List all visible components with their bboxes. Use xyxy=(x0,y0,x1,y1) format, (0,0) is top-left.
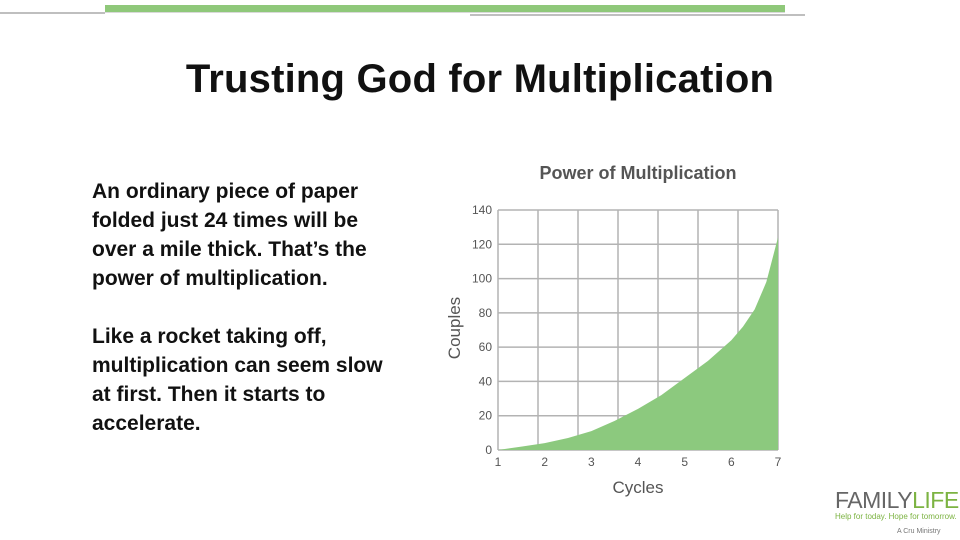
top-thin-rule xyxy=(105,12,785,13)
y-tick-label: 0 xyxy=(485,443,492,457)
paragraph-paper-fold: An ordinary piece of paper folded just 2… xyxy=(92,180,367,290)
logo-tagline: Help for today. Hope for tomorrow. xyxy=(835,512,957,521)
area-series xyxy=(498,237,778,450)
chart-ticks: 0 20 40 60 80 100 120 140 1 2 3 4 5 6 7 xyxy=(472,203,782,469)
slide-title: Trusting God for Multiplication xyxy=(185,57,775,101)
y-tick-label: 40 xyxy=(479,374,493,388)
y-tick-label: 140 xyxy=(472,203,492,217)
x-tick-label: 6 xyxy=(728,455,735,469)
familylife-logo: FAMILYLIFE Help for today. Hope for tomo… xyxy=(835,487,959,538)
x-tick-label: 5 xyxy=(681,455,688,469)
slide-body: An ordinary piece of paper folded just 2… xyxy=(92,177,392,467)
x-axis-label: Cycles xyxy=(612,478,663,497)
power-of-multiplication-chart: Power of Multiplication 0 20 40 60 80 100 120 1… xyxy=(445,163,782,497)
top-accent-bar xyxy=(105,5,785,12)
chart-grid xyxy=(497,209,779,451)
x-tick-label: 3 xyxy=(588,455,595,469)
x-tick-label: 2 xyxy=(541,455,548,469)
y-tick-label: 80 xyxy=(479,306,493,320)
y-tick-label: 60 xyxy=(479,340,493,354)
x-tick-label: 1 xyxy=(495,455,502,469)
y-tick-label: 120 xyxy=(472,237,492,251)
chart-title: Power of Multiplication xyxy=(540,163,737,183)
logo-ministry: A Cru Ministry xyxy=(897,528,941,535)
top-rule-left xyxy=(0,12,105,14)
y-tick-label: 100 xyxy=(472,272,492,286)
x-tick-label: 7 xyxy=(775,455,782,469)
x-tick-label: 4 xyxy=(635,455,642,469)
top-rule-right xyxy=(470,14,805,16)
y-tick-label: 20 xyxy=(479,409,493,423)
logo-wordmark: FAMILYLIFE xyxy=(835,487,959,513)
y-axis-label: Couples xyxy=(445,297,464,359)
paragraph-rocket: Like a rocket taking off, multiplication… xyxy=(92,325,383,435)
